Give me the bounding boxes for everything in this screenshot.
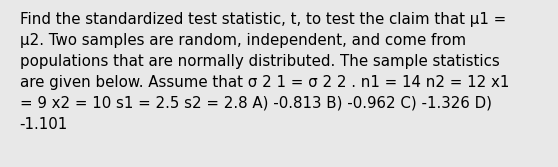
- Text: Find the standardized test statistic, t, to test the claim that μ1 =
μ2. Two sam: Find the standardized test statistic, t,…: [20, 12, 509, 132]
